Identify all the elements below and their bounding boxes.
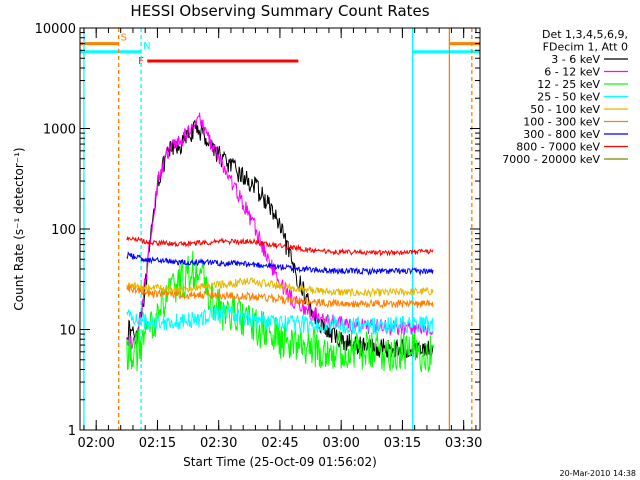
series-line-12-25keV [126, 250, 434, 372]
series-line-300-800keV [126, 251, 434, 276]
x-tick-label: 03:15 [384, 436, 421, 451]
observing-flags: S NF [80, 33, 480, 67]
legend-entry-label: 25 - 50 keV [537, 91, 600, 104]
legend-entry-label: 6 - 12 keV [544, 66, 600, 79]
y-tick-label: 1000 [43, 123, 76, 138]
y-axis-label: Count Rate (s⁻¹ detector⁻¹) [12, 147, 26, 310]
legend-entry-label: 50 - 100 keV [530, 103, 600, 116]
series-lines [126, 112, 434, 372]
legend: Det 1,3,4,5,6,9,FDecim 1, Att 03 - 6 keV… [502, 28, 628, 166]
flag-label-f: F [138, 56, 144, 67]
legend-entry-label: 300 - 800 keV [523, 128, 600, 141]
x-tick-label: 03:00 [322, 436, 359, 451]
y-tick-label: 1 [68, 424, 76, 439]
series-line-25-50keV [126, 304, 434, 336]
timestamp: 20-Mar-2010 14:38 [560, 469, 637, 478]
y-axis: 1 10 100 1000 10000 [35, 22, 480, 439]
legend-entry-label: 800 - 7000 keV [516, 141, 600, 154]
legend-header: FDecim 1, Att 0 [543, 41, 628, 54]
series-line-50-100keV [126, 276, 434, 298]
flag-label-n: N [143, 41, 150, 52]
series-line-800-7000keV [126, 235, 434, 257]
x-tick-label: 02:30 [200, 436, 237, 451]
x-axis-label: Start Time (25-Oct-09 01:56:02) [183, 455, 377, 469]
time-markers [83, 28, 473, 430]
legend-entry-label: 7000 - 20000 keV [502, 153, 600, 166]
x-tick-label: 02:45 [261, 436, 298, 451]
legend-entry-label: 100 - 300 keV [523, 116, 600, 129]
flag-label-s: S [121, 33, 127, 44]
chart-title: HESSI Observing Summary Count Rates [130, 2, 429, 20]
series-line-100-300keV [126, 284, 434, 310]
y-tick-label: 10000 [35, 22, 76, 37]
legend-header: Det 1,3,4,5,6,9, [542, 28, 628, 41]
legend-entry-label: 12 - 25 keV [537, 78, 600, 91]
x-tick-label: 02:00 [77, 436, 114, 451]
x-axis: 02:00 02:15 02:30 02:45 03:00 03:15 03:30 [77, 28, 482, 451]
y-tick-label: 10 [59, 324, 76, 339]
x-tick-label: 02:15 [139, 436, 176, 451]
legend-entry-label: 3 - 6 keV [551, 53, 600, 66]
x-tick-label: 03:30 [445, 436, 482, 451]
y-tick-label: 100 [51, 223, 76, 238]
